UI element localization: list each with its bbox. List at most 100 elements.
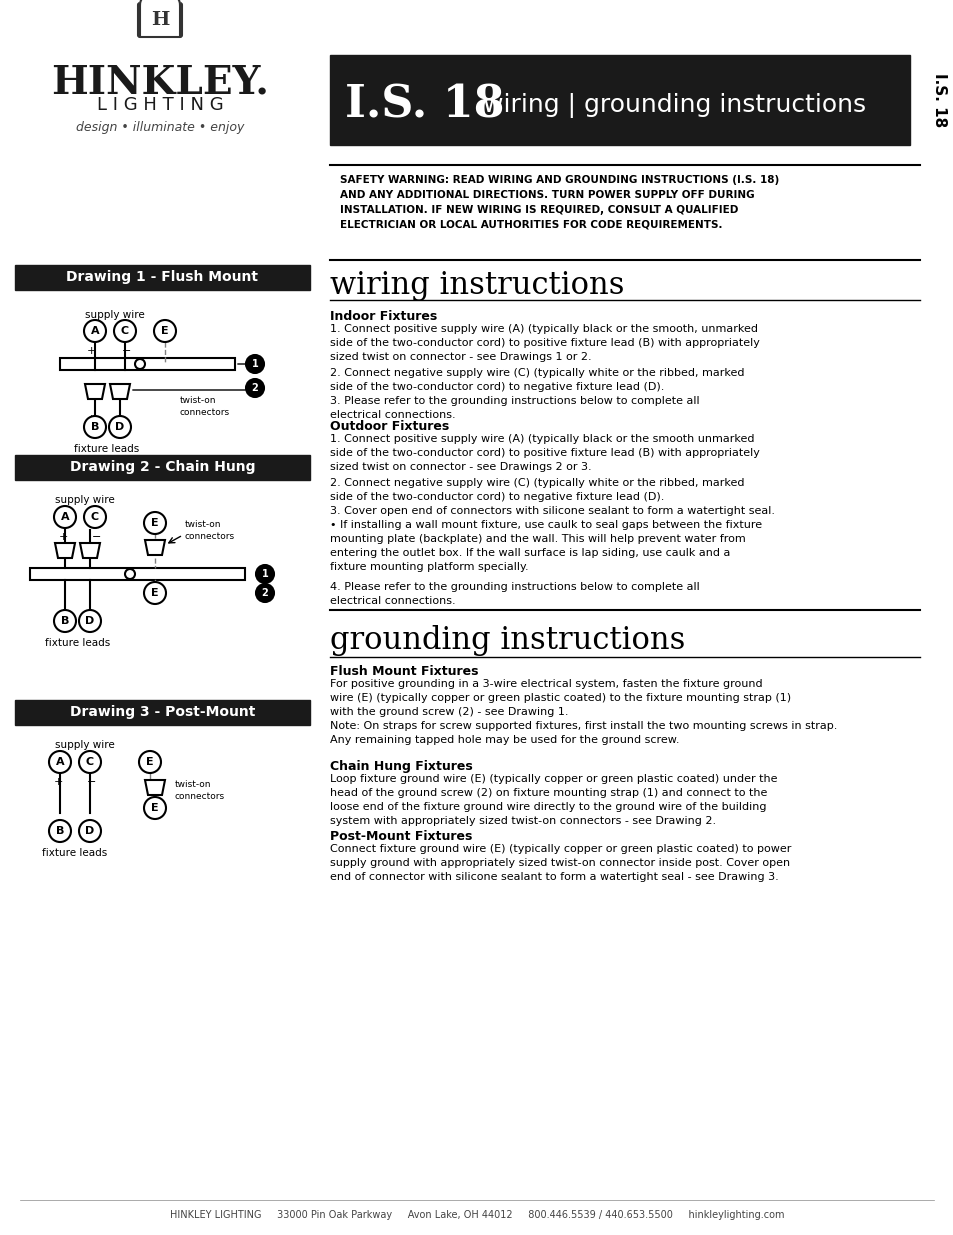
Text: Drawing 3 - Post-Mount: Drawing 3 - Post-Mount	[70, 705, 254, 719]
Bar	[15, 454, 310, 480]
Text: 3. Please refer to the grounding instructions below to complete all
electrical c: 3. Please refer to the grounding instruc…	[330, 396, 699, 420]
Text: +: +	[86, 414, 95, 424]
Text: supply wire: supply wire	[55, 740, 114, 750]
Text: E: E	[146, 757, 153, 767]
Polygon shape	[85, 384, 105, 399]
Text: 2: 2	[261, 588, 268, 598]
Text: 1. Connect positive supply wire (A) (typically black or the smooth, unmarked
sid: 1. Connect positive supply wire (A) (typ…	[330, 324, 760, 362]
Polygon shape	[145, 781, 165, 795]
Text: I.S. 18: I.S. 18	[345, 84, 504, 126]
Bar	[330, 56, 909, 144]
Circle shape	[84, 506, 106, 529]
Text: D: D	[85, 826, 94, 836]
Text: wiring instructions: wiring instructions	[330, 270, 624, 301]
Text: −: −	[122, 346, 132, 356]
Bar	[15, 266, 310, 290]
Circle shape	[246, 379, 264, 396]
Text: 3. Cover open end of connectors with silicone sealant to form a watertight seal.: 3. Cover open end of connectors with sil…	[330, 506, 774, 516]
Polygon shape	[140, 0, 180, 5]
Text: HINKLEY.: HINKLEY.	[51, 63, 269, 101]
Circle shape	[79, 610, 101, 632]
Text: D: D	[85, 616, 94, 626]
FancyBboxPatch shape	[138, 2, 182, 37]
Text: +: +	[86, 346, 95, 356]
Polygon shape	[110, 384, 130, 399]
Circle shape	[144, 582, 166, 604]
Text: Post-Mount Fixtures: Post-Mount Fixtures	[330, 830, 472, 844]
Circle shape	[54, 506, 76, 529]
Text: design • illuminate • enjoy: design • illuminate • enjoy	[75, 121, 244, 135]
Text: Outdoor Fixtures: Outdoor Fixtures	[330, 420, 449, 433]
Text: I.S. 18: I.S. 18	[931, 73, 946, 127]
Bar	[15, 700, 310, 725]
Text: Drawing 1 - Flush Mount: Drawing 1 - Flush Mount	[67, 270, 258, 284]
Text: supply wire: supply wire	[55, 495, 114, 505]
Text: +: +	[53, 818, 63, 827]
Text: 1: 1	[261, 569, 268, 579]
Text: C: C	[121, 326, 129, 336]
Circle shape	[135, 359, 145, 369]
Text: HINKLEY LIGHTING     33000 Pin Oak Parkway     Avon Lake, OH 44012     800.446.5: HINKLEY LIGHTING 33000 Pin Oak Parkway A…	[170, 1210, 783, 1220]
Text: 1. Connect positive supply wire (A) (typically black or the smooth unmarked
side: 1. Connect positive supply wire (A) (typ…	[330, 433, 760, 472]
Text: D: D	[115, 422, 125, 432]
Bar	[330, 165, 919, 261]
Text: A: A	[55, 757, 64, 767]
Circle shape	[144, 513, 166, 534]
Text: E: E	[161, 326, 169, 336]
Circle shape	[79, 751, 101, 773]
Text: +: +	[58, 532, 68, 542]
Text: L I G H T I N G: L I G H T I N G	[96, 96, 223, 114]
Text: twist-on
connectors: twist-on connectors	[185, 520, 234, 541]
Text: Drawing 2 - Chain Hung: Drawing 2 - Chain Hung	[70, 459, 255, 474]
Circle shape	[255, 564, 274, 583]
Text: H: H	[151, 11, 169, 28]
Text: 2. Connect negative supply wire (C) (typically white or the ribbed, marked
side : 2. Connect negative supply wire (C) (typ…	[330, 368, 743, 391]
Circle shape	[255, 584, 274, 601]
Circle shape	[113, 320, 136, 342]
Text: grounding instructions: grounding instructions	[330, 625, 684, 656]
Text: wiring | grounding instructions: wiring | grounding instructions	[475, 93, 865, 117]
Text: fixture leads: fixture leads	[74, 445, 139, 454]
Text: Loop fixture ground wire (E) (typically copper or green plastic coated) under th: Loop fixture ground wire (E) (typically …	[330, 774, 777, 826]
Text: fixture leads: fixture leads	[46, 638, 111, 648]
Circle shape	[125, 569, 135, 579]
Circle shape	[84, 416, 106, 438]
Text: twist-on
connectors: twist-on connectors	[174, 781, 225, 800]
Text: supply wire: supply wire	[85, 310, 145, 320]
Circle shape	[49, 820, 71, 842]
Text: A: A	[91, 326, 99, 336]
Bar	[60, 358, 234, 370]
Polygon shape	[55, 543, 75, 558]
Circle shape	[54, 610, 76, 632]
Text: +: +	[53, 777, 63, 787]
Text: Flush Mount Fixtures: Flush Mount Fixtures	[330, 664, 478, 678]
Text: 2: 2	[252, 383, 258, 393]
Text: −: −	[88, 608, 96, 618]
Text: +: +	[58, 608, 68, 618]
Text: E: E	[151, 803, 158, 813]
Text: B: B	[91, 422, 99, 432]
Text: E: E	[151, 588, 158, 598]
Polygon shape	[80, 543, 100, 558]
Text: B: B	[56, 826, 64, 836]
Circle shape	[139, 751, 161, 773]
Circle shape	[79, 820, 101, 842]
Text: Connect fixture ground wire (E) (typically copper or green plastic coated) to po: Connect fixture ground wire (E) (typical…	[330, 844, 791, 882]
Text: fixture leads: fixture leads	[42, 848, 108, 858]
Text: Chain Hung Fixtures: Chain Hung Fixtures	[330, 760, 473, 773]
Text: −: −	[92, 532, 102, 542]
Text: 2. Connect negative supply wire (C) (typically white or the ribbed, marked
side : 2. Connect negative supply wire (C) (typ…	[330, 478, 743, 501]
Circle shape	[49, 751, 71, 773]
Text: • If installing a wall mount fixture, use caulk to seal gaps between the fixture: • If installing a wall mount fixture, us…	[330, 520, 761, 572]
Circle shape	[84, 320, 106, 342]
Text: twist-on
connectors: twist-on connectors	[180, 396, 230, 416]
Text: B: B	[61, 616, 70, 626]
Text: 4. Please refer to the grounding instructions below to complete all
electrical c: 4. Please refer to the grounding instruc…	[330, 582, 699, 606]
Text: Indoor Fixtures: Indoor Fixtures	[330, 310, 436, 324]
Text: −: −	[117, 414, 127, 424]
Text: E: E	[151, 517, 158, 529]
Circle shape	[144, 797, 166, 819]
Text: −: −	[88, 777, 96, 787]
Text: −: −	[88, 818, 96, 827]
Text: C: C	[91, 513, 99, 522]
